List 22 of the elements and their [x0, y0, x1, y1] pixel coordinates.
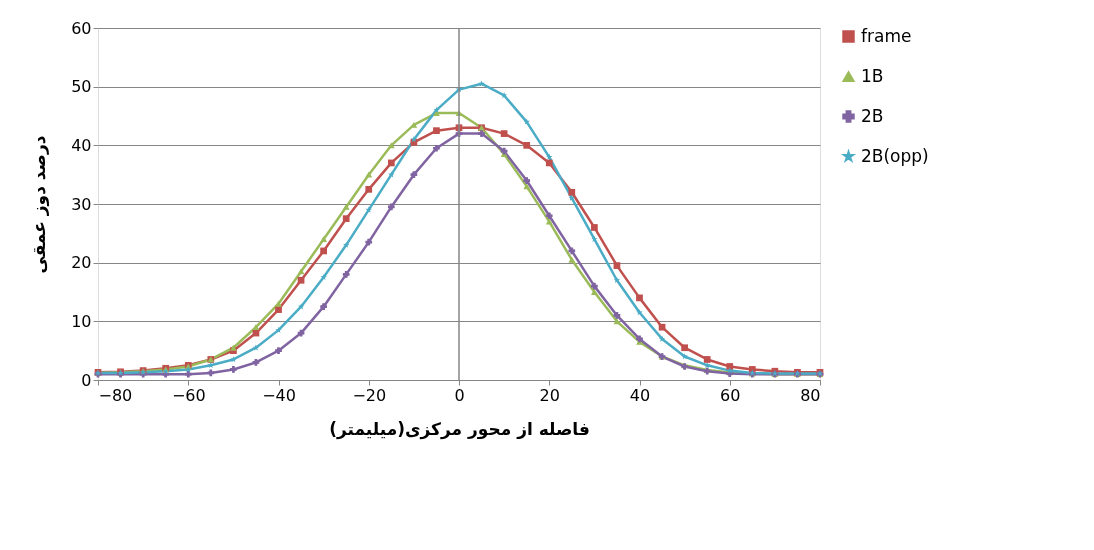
y-tick-label: 10 — [71, 311, 92, 331]
legend-label: frame — [861, 25, 912, 46]
x-tick-label: −60 — [171, 385, 206, 405]
legend-label: 2B(opp) — [861, 145, 929, 166]
x-tick-label: −80 — [98, 385, 133, 405]
y-tick-label: 60 — [71, 18, 92, 38]
x-tick-label: −20 — [352, 385, 387, 405]
x-tick-label: 0 — [454, 385, 465, 405]
legend-label: 1B — [861, 65, 884, 86]
y-tick-label: 50 — [71, 77, 92, 97]
y-tick-label: 30 — [71, 194, 92, 214]
x-tick-label: 40 — [629, 385, 651, 405]
y-tick-label: 20 — [71, 253, 92, 273]
y-tick-label: 0 — [81, 370, 92, 390]
legend-label: 2B — [861, 105, 884, 126]
x-tick-label: 60 — [720, 385, 741, 405]
x-tick-label: 80 — [800, 385, 821, 405]
x-axis-title: فاصله از محور مرکزی(میلیمتر) — [329, 418, 590, 440]
y-axis-title: درصد دوز عمقی — [29, 135, 51, 274]
y-tick-label: 40 — [71, 135, 92, 155]
x-tick-label: −40 — [262, 385, 296, 405]
x-tick-label: 20 — [539, 385, 560, 405]
